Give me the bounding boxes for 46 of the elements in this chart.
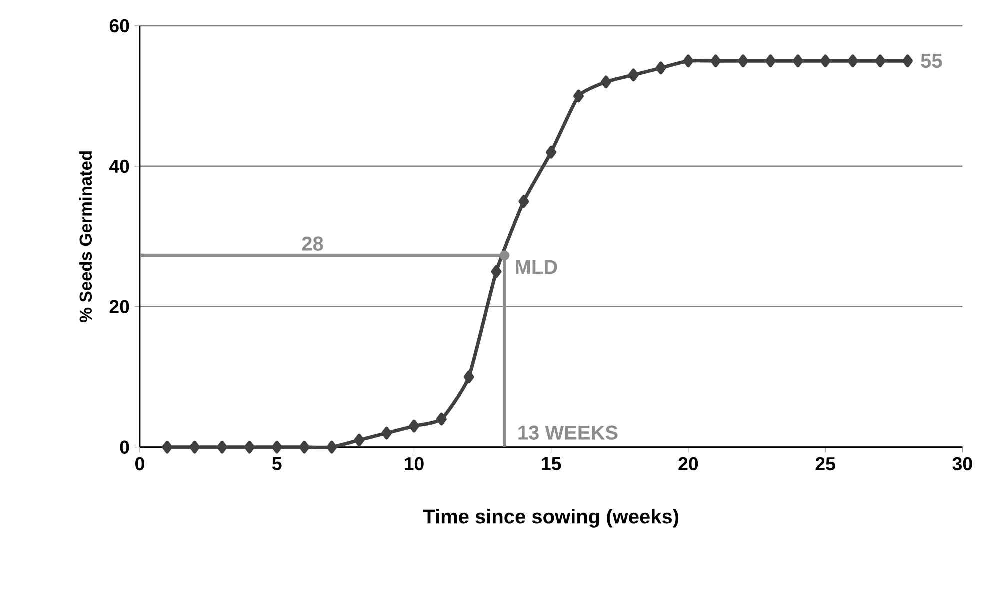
y-tick-label: 40 — [109, 160, 130, 174]
x-tick-label: 30 — [952, 457, 972, 471]
point — [408, 420, 420, 433]
y-tick-label: 60 — [110, 19, 130, 33]
point — [710, 54, 722, 68]
x-tick-label: 5 — [272, 457, 282, 470]
point — [436, 412, 447, 426]
point — [574, 90, 584, 103]
x-tick-label: 15 — [542, 457, 562, 470]
x-tick-label: 20 — [678, 457, 698, 471]
point — [299, 440, 310, 454]
point — [875, 54, 886, 68]
annotation: 28 — [302, 236, 324, 251]
point — [546, 146, 557, 159]
point — [792, 54, 804, 68]
point — [354, 434, 365, 447]
point — [464, 370, 474, 384]
point — [272, 440, 282, 454]
annotation: MLD — [516, 260, 558, 274]
point — [820, 54, 831, 68]
point — [902, 54, 914, 68]
point — [600, 76, 612, 89]
point — [162, 440, 173, 454]
point — [628, 68, 639, 82]
point — [491, 265, 502, 278]
point — [848, 54, 858, 68]
point — [326, 440, 338, 454]
x-tick-label: 0 — [136, 457, 144, 471]
point — [500, 250, 510, 261]
point — [217, 440, 228, 454]
annotation: 55 — [921, 54, 942, 68]
point — [656, 62, 666, 75]
y-tick-label: 0 — [120, 440, 130, 454]
point — [190, 440, 200, 454]
point — [683, 54, 694, 68]
x-axis-title: Time since sowing (weeks) — [423, 509, 679, 528]
annotation: 13 WEEKS — [518, 426, 618, 440]
point — [382, 426, 392, 440]
point — [765, 54, 776, 68]
x-tick-label: 10 — [405, 457, 424, 471]
point — [738, 54, 749, 68]
y-tick-label: 20 — [110, 300, 130, 314]
x-tick-label: 25 — [816, 457, 836, 471]
y-axis-title: % Seeds Germinated — [79, 152, 92, 322]
point — [244, 440, 255, 454]
point — [518, 195, 530, 208]
